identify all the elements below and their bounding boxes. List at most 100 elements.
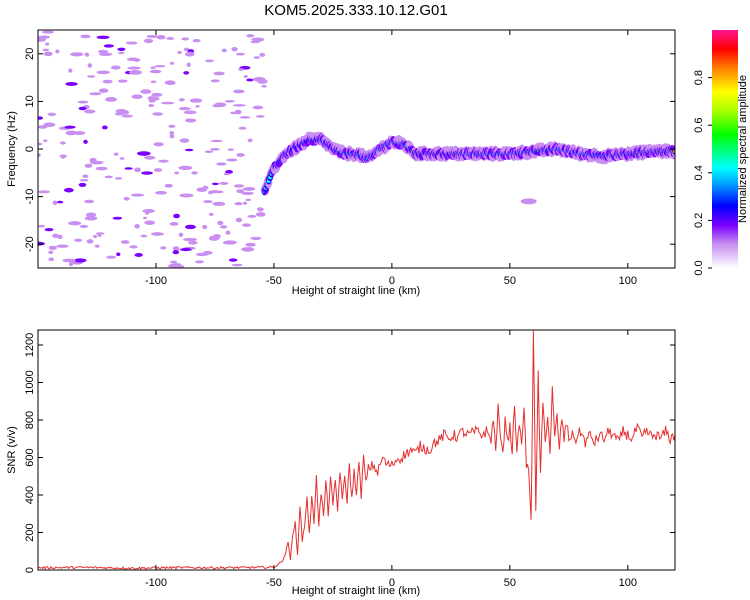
spectrogram-cell — [87, 75, 96, 78]
spectrogram-cell — [148, 96, 160, 101]
spectrogram-cell — [238, 68, 245, 71]
spectrogram-cell — [38, 142, 43, 146]
spectrogram-cell — [70, 52, 84, 57]
spectrogram-cell — [103, 44, 114, 48]
spectrogram-cell — [227, 148, 235, 151]
spectrogram-cell — [119, 157, 125, 160]
spectrogram-cell — [184, 148, 194, 152]
spectrogram-cell — [177, 50, 182, 54]
spectrogram-cell — [77, 100, 89, 104]
spectrogram-cell — [172, 250, 180, 255]
spectrogram-cell — [98, 52, 113, 56]
spectrogram-cell — [183, 71, 190, 75]
spectrogram-cell — [131, 94, 143, 99]
spectrogram-cell — [68, 68, 73, 73]
spectrogram-cell — [153, 168, 163, 172]
spectrogram-cell — [63, 187, 74, 193]
spectrogram-y-tick-label: -20 — [24, 236, 36, 252]
spectrogram-cell — [232, 89, 245, 94]
spectrogram-cell — [128, 70, 143, 75]
colorbar-tick-label: 0.4 — [693, 165, 705, 180]
spectrogram-cell — [212, 201, 226, 207]
snr-x-tick-label: 0 — [389, 577, 395, 589]
spectrogram-cell — [95, 166, 108, 171]
spectrogram-cell — [80, 34, 91, 39]
spectrogram-cell — [178, 106, 191, 111]
spectrogram-cell — [45, 42, 50, 46]
spectrogram-cell — [211, 182, 219, 186]
spectrogram-cell — [43, 51, 53, 57]
spectrogram-cell — [217, 220, 224, 226]
spectrogram-cell — [114, 177, 123, 180]
figure-title: KOM5.2025.333.10.12.G01 — [264, 2, 447, 19]
spectrogram-cell — [169, 260, 178, 264]
spectrogram-cell — [140, 234, 148, 238]
spectrogram-cell — [148, 104, 155, 108]
spectrogram-cell — [84, 216, 98, 221]
spectrogram-cell — [154, 64, 166, 68]
spectrogram-cell — [38, 190, 51, 194]
spectrogram-cell — [143, 38, 154, 44]
spectrogram-cell — [84, 109, 96, 114]
spectrogram-cell — [213, 71, 225, 76]
spectrogram-cell — [96, 70, 111, 75]
spectrogram-cell — [210, 147, 220, 151]
spectrogram-cell — [231, 263, 243, 267]
spectrogram-cell — [184, 118, 197, 123]
spectrogram-cell — [56, 244, 69, 248]
snr-plot-area — [38, 330, 675, 570]
spectrogram-cell — [179, 138, 190, 143]
spectrogram-cell — [149, 69, 162, 74]
spectrogram-cell — [225, 170, 234, 174]
spectrogram-cell — [164, 183, 173, 188]
spectrogram-cell — [73, 258, 87, 263]
spectrogram-cell — [65, 130, 77, 136]
snr-x-ticks: -100 -50 0 50 100 — [145, 330, 637, 589]
spectrogram-cell — [117, 47, 126, 52]
snr-panel: -100 -50 0 50 100 0 200 400 600 800 1000 1200 Heig… — [6, 329, 676, 597]
spectrogram-cell — [48, 250, 54, 254]
spectrogram-cell — [97, 49, 109, 54]
snr-y-tick-label: 1000 — [24, 370, 36, 394]
spectrogram-cell — [169, 133, 175, 139]
spectrogram-cell — [52, 200, 58, 205]
spectrogram-cell — [112, 216, 123, 220]
spectrogram-cell — [219, 181, 229, 185]
spectrogram-y-tick-label: 0 — [24, 146, 36, 152]
spectrogram-cell — [216, 162, 227, 166]
spectrogram-y-axis-label: Frequency (Hz) — [6, 111, 18, 187]
spectrogram-cell — [151, 92, 163, 97]
spectrogram-cell — [136, 151, 151, 156]
spectrogram-cell — [97, 234, 102, 237]
spectrogram-cell — [38, 224, 46, 228]
spectrogram-cell — [62, 258, 76, 263]
spectrogram-cell — [134, 224, 140, 229]
colorbar-label: Normalized spectral amplitude — [737, 75, 749, 223]
spectrogram-cell — [239, 116, 251, 119]
spectrogram-cell — [235, 52, 246, 56]
spectrogram-cell — [57, 200, 64, 204]
spectrogram-cell — [183, 237, 198, 242]
spectrogram-cell — [41, 30, 54, 34]
spectrogram-cell — [106, 255, 117, 259]
spectrogram-cell — [232, 104, 246, 107]
spectrogram-cell — [64, 125, 76, 129]
spectrogram-cell — [242, 186, 256, 191]
spectrogram-cell — [520, 198, 537, 205]
spectrogram-cell — [38, 153, 41, 157]
spectrogram-cell — [153, 142, 164, 147]
spectrogram-cell — [38, 116, 44, 120]
spectrogram-cell — [233, 184, 244, 188]
spectrogram-cell — [156, 35, 166, 40]
spectrogram-cell — [118, 51, 125, 55]
spectrogram-cell — [210, 189, 219, 194]
spectrogram-cell — [95, 232, 105, 235]
spectrogram-cell — [235, 217, 243, 223]
spectrogram-cell — [144, 220, 155, 225]
snr-y-tick-label: 1200 — [24, 333, 36, 357]
spectrogram-cell — [245, 242, 256, 247]
spectrogram-cell — [43, 139, 48, 143]
spectrogram-cell — [152, 112, 164, 116]
spectrogram-cell — [43, 122, 56, 127]
